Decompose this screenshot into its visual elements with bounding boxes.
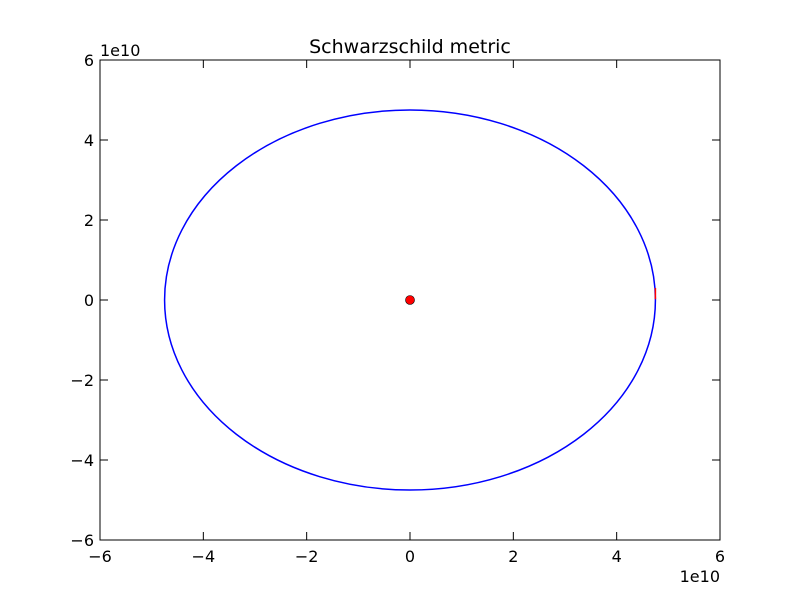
y-tick-label: −4 bbox=[70, 451, 94, 470]
y-tick-label: −2 bbox=[70, 371, 94, 390]
y-axis-offset-label: 1e10 bbox=[100, 41, 140, 60]
x-tick-label: −4 bbox=[192, 547, 216, 566]
x-tick-label: −6 bbox=[88, 547, 112, 566]
x-axis-offset-label: 1e10 bbox=[680, 567, 720, 586]
orbit-line bbox=[163, 109, 657, 491]
y-tick-label: 6 bbox=[84, 51, 94, 70]
y-tick-label: 0 bbox=[84, 291, 94, 310]
central-mass-marker bbox=[405, 295, 415, 305]
x-tick-label: 6 bbox=[715, 547, 725, 566]
y-tick-label: −6 bbox=[70, 531, 94, 550]
x-tick-label: 4 bbox=[612, 547, 622, 566]
chart-title: Schwarzschild metric bbox=[309, 36, 511, 58]
axes: −6 −4 −2 0 2 4 6 −6 −4 −2 0 2 4 6 bbox=[70, 51, 725, 566]
x-tick-label: 0 bbox=[405, 547, 415, 566]
x-tick-label: 2 bbox=[508, 547, 518, 566]
y-tick-label: 4 bbox=[84, 131, 94, 150]
y-tick-label: 2 bbox=[84, 211, 94, 230]
x-tick-label: −2 bbox=[295, 547, 319, 566]
plot-area bbox=[163, 109, 657, 491]
